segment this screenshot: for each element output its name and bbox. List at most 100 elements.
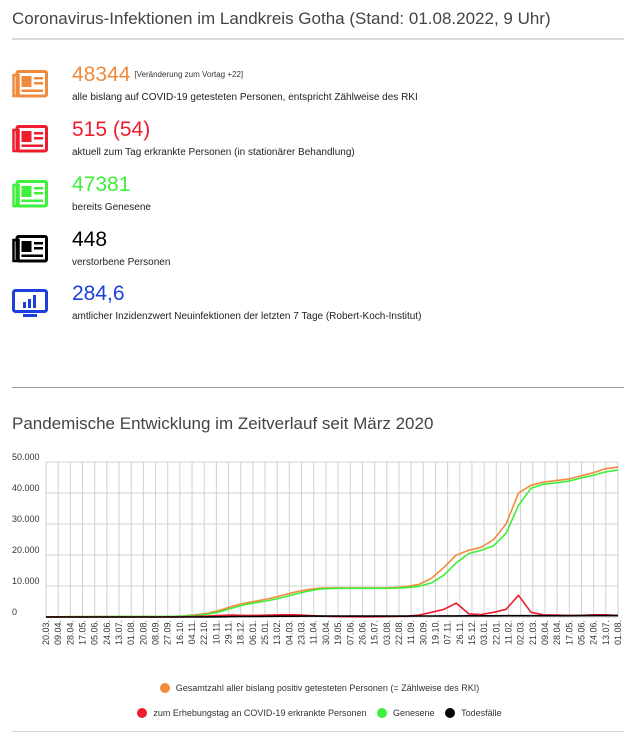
x-tick-label: 18.12. — [236, 620, 246, 645]
legend-dot — [137, 708, 148, 718]
newspaper-icon — [12, 70, 48, 98]
stat-value: 47381 — [72, 173, 131, 196]
x-tick-label: 19.10. — [430, 620, 440, 645]
newspaper-icon — [12, 235, 48, 263]
stat-value-line: 48344 [Veränderung zum Vortag +22] — [72, 63, 243, 87]
stat-value-line: 47381 — [72, 173, 130, 197]
series-line — [46, 614, 618, 618]
stat-description: aktuell zum Tag erkrankte Personen (in s… — [72, 147, 355, 158]
stat-description: bereits Genesene — [72, 202, 151, 213]
legend-item[interactable]: Todesfälle — [445, 708, 502, 718]
bottom-divider — [12, 731, 624, 732]
x-tick-label: 13.07. — [601, 620, 611, 645]
x-tick-label: 03.01. — [479, 620, 489, 645]
x-tick-label: 28.04. — [552, 620, 562, 645]
x-tick-label: 07.11. — [443, 620, 453, 644]
stat-value-line: 515 (54) — [72, 118, 150, 142]
x-tick-label: 22.10. — [199, 620, 209, 645]
legend-item[interactable]: Genesene — [377, 708, 435, 718]
title-divider — [12, 38, 624, 40]
x-tick-label: 17.05. — [564, 620, 574, 645]
stat-item: 48344 [Veränderung zum Vortag +22] alle bi… — [12, 63, 612, 113]
x-tick-label: 30.09. — [418, 620, 428, 645]
stat-description: amtlicher Inzidenzwert Neuinfektionen de… — [72, 311, 422, 322]
stat-value: 448 — [72, 228, 108, 251]
x-tick-label: 09.04. — [53, 620, 63, 645]
series-line — [45, 469, 619, 618]
stat-note: [Veränderung zum Vortag +22] — [134, 70, 244, 79]
legend-row-2: zum Erhebungstag an COVID-19 erkrankte P… — [0, 708, 639, 720]
x-tick-label: 08.09. — [151, 620, 161, 645]
x-tick-label: 05.06. — [576, 620, 586, 645]
x-tick-label: 28.04. — [65, 620, 75, 645]
x-tick-label: 06.01. — [248, 620, 258, 645]
stat-item: 515 (54) aktuell zum Tag erkrankte Person… — [12, 118, 612, 168]
legend-dot — [377, 708, 388, 718]
page-title: Coronavirus-Infektionen im Landkreis Got… — [12, 9, 551, 28]
y-tick-label: 40.000 — [12, 483, 40, 493]
stat-value: 515 (54) — [72, 118, 151, 141]
x-tick-label: 21.03. — [528, 620, 538, 645]
x-tick-label: 02.03. — [516, 620, 526, 645]
stat-item: 448 verstorbene Personen — [12, 228, 612, 278]
x-tick-label: 26.11. — [455, 620, 465, 644]
x-tick-label: 22.08. — [394, 620, 404, 645]
x-tick-label: 11.09. — [406, 620, 416, 644]
x-tick-label: 10.11. — [211, 620, 221, 644]
x-tick-label: 20.03. — [41, 620, 51, 645]
x-tick-label: 13.02. — [272, 620, 282, 645]
stat-description: verstorbene Personen — [72, 257, 171, 268]
section-divider — [12, 387, 624, 388]
chart-title: Pandemische Entwicklung im Zeitverlauf s… — [12, 414, 434, 433]
x-tick-label: 16.10. — [175, 620, 185, 645]
y-tick-label: 10.000 — [12, 576, 40, 586]
x-tick-label: 15.07. — [370, 620, 380, 645]
x-tick-label: 04.11. — [187, 620, 197, 644]
newspaper-icon — [12, 180, 48, 208]
x-tick-label: 29.11. — [224, 620, 234, 644]
stat-value-line: 448 — [72, 228, 107, 252]
y-tick-label: 30.000 — [12, 514, 40, 524]
x-tick-label: 15.12. — [467, 620, 477, 645]
x-tick-label: 07.06. — [345, 620, 355, 645]
legend-label: Todesfälle — [461, 708, 502, 718]
legend-item[interactable]: zum Erhebungstag an COVID-19 erkrankte P… — [137, 708, 367, 718]
x-tick-label: 01.08. — [126, 620, 136, 645]
x-tick-label: 22.01. — [491, 620, 501, 645]
x-tick-label: 19.05. — [333, 620, 343, 645]
x-tick-label: 17.05. — [78, 620, 88, 645]
x-tick-label: 09.04. — [540, 620, 550, 645]
x-tick-label: 23.03. — [297, 620, 307, 645]
x-tick-label: 20.08. — [138, 620, 148, 645]
x-tick-label: 03.08. — [382, 620, 392, 645]
stat-item: 47381 bereits Genesene — [12, 173, 612, 223]
x-tick-label: 25.01. — [260, 620, 270, 645]
legend-label: Genesene — [393, 708, 435, 718]
legend-item[interactable]: Gesamtzahl aller bislang positiv geteste… — [159, 683, 480, 693]
series-line — [45, 594, 619, 618]
y-tick-label: 50.000 — [12, 452, 40, 462]
x-tick-label: 13.07. — [114, 620, 124, 645]
legend-row-1: Gesamtzahl aller bislang positiv geteste… — [0, 683, 639, 695]
x-tick-label: 04.03. — [284, 620, 294, 645]
series-line — [45, 466, 619, 618]
x-tick-label: 24.06. — [102, 620, 112, 645]
newspaper-icon — [12, 125, 48, 153]
monitor-chart-icon — [12, 289, 48, 317]
stat-description: alle bislang auf COVID-19 getesteten Per… — [72, 92, 418, 103]
x-tick-label: 11.04. — [309, 620, 319, 644]
legend-dot — [159, 683, 170, 693]
legend-dot — [445, 708, 456, 718]
legend-label: zum Erhebungstag an COVID-19 erkrankte P… — [153, 708, 367, 718]
x-tick-label: 05.06. — [90, 620, 100, 645]
y-tick-label: 20.000 — [12, 545, 40, 555]
x-tick-label: 26.06. — [357, 620, 367, 645]
x-tick-label: 01.08. — [613, 620, 623, 645]
stat-value-line: 284,6 — [72, 282, 125, 306]
legend-label: Gesamtzahl aller bislang positiv geteste… — [175, 683, 480, 693]
x-tick-label: 11.02. — [503, 620, 513, 644]
stat-item: 284,6 amtlicher Inzidenzwert Neuinfektion… — [12, 282, 612, 332]
stat-value: 48344 — [72, 63, 131, 86]
y-tick-label: 0 — [12, 607, 17, 617]
